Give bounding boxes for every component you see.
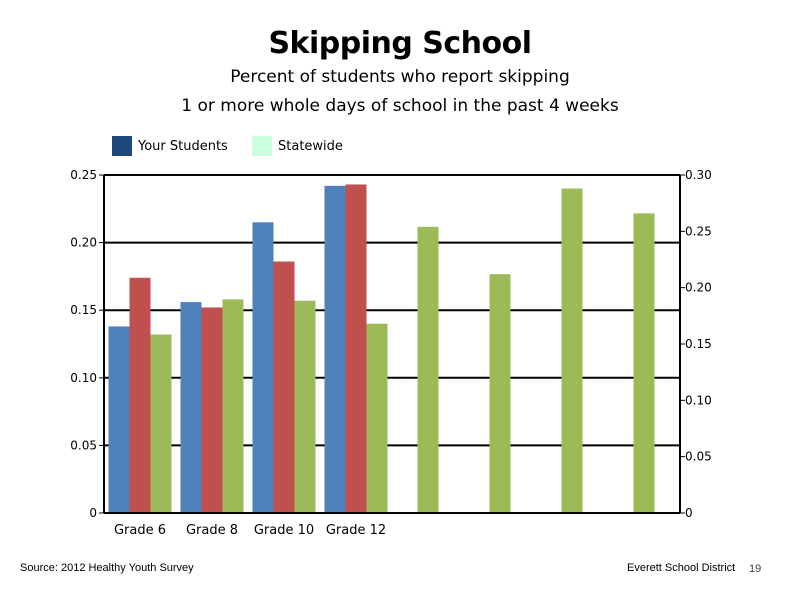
y-tick-label-left: 0.05 (70, 438, 97, 452)
y-tick-label-right: 0.25 (685, 224, 712, 238)
y-tick-label-right: 0.30 (685, 168, 712, 182)
bar (129, 277, 151, 513)
bar (201, 307, 223, 513)
x-tick-label: Grade 12 (326, 523, 386, 538)
district-name: Everett School District (627, 562, 736, 574)
y-tick-label-left: 0.10 (70, 371, 97, 385)
y-tick-label-left: 0 (89, 506, 97, 520)
bar (324, 185, 346, 514)
bar (345, 184, 367, 514)
bar (273, 261, 295, 513)
legend-swatch-your-students (112, 136, 132, 156)
bar (252, 222, 274, 513)
x-tick-label: Grade 6 (114, 523, 166, 538)
bar (633, 213, 655, 513)
y-tick-label-left: 0.25 (70, 168, 97, 182)
bar (150, 334, 172, 513)
chart-subtitle-line2: 1 or more whole days of school in the pa… (181, 96, 619, 116)
x-tick-label: Grade 8 (186, 523, 238, 538)
bar (294, 300, 316, 513)
y-tick-label-left: 0.20 (70, 236, 97, 250)
legend-item-statewide: Statewide (252, 136, 343, 156)
y-tick-label-left: 0.15 (70, 303, 97, 317)
legend-swatch-statewide (252, 136, 272, 156)
x-tick-label: Grade 10 (254, 523, 314, 538)
bar (417, 226, 439, 513)
legend-item-your-students: Your Students (112, 136, 228, 156)
source-note: Source: 2012 Healthy Youth Survey (20, 562, 194, 574)
y-tick-label-right: 0.15 (685, 337, 712, 351)
y-tick-label-right: 0.10 (685, 393, 712, 407)
y-tick-label-right: 0.20 (685, 281, 712, 295)
legend-label-your-students: Your Students (138, 138, 228, 154)
bar (108, 326, 130, 513)
bar (366, 323, 388, 513)
bar (180, 302, 202, 513)
y-tick-label-right: 0.05 (685, 450, 712, 464)
y-tick-label-right: 0 (685, 506, 693, 520)
page-number: 19 (749, 563, 762, 575)
chart-title: Skipping School (268, 26, 532, 61)
legend-label-statewide: Statewide (278, 138, 343, 154)
chart-subtitle-line1: Percent of students who report skipping (230, 67, 570, 87)
bar (561, 188, 583, 513)
bar (489, 274, 511, 513)
bar (222, 299, 244, 513)
